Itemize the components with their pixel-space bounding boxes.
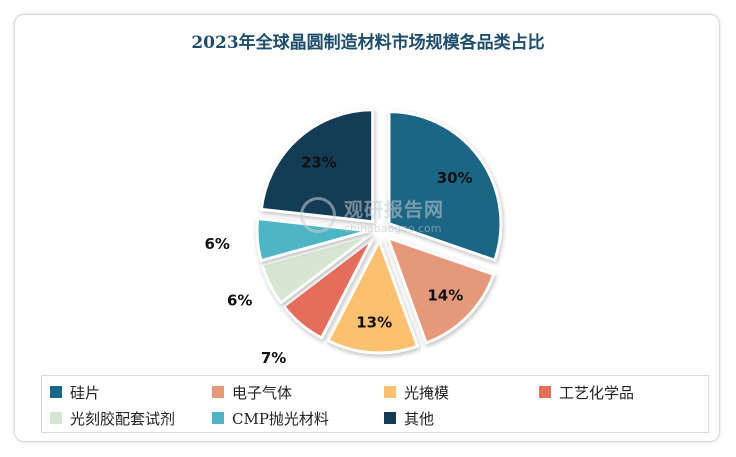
watermark: 观研报告网 chinabaogao.com (300, 195, 470, 243)
pie-slice (387, 110, 503, 262)
legend-item: CMP抛光材料 (212, 407, 329, 429)
pie-slice (255, 216, 371, 263)
legend-label: 光刻胶配套试剂 (70, 409, 176, 428)
slice-label: 30% (437, 169, 473, 187)
watermark-logo-icon (300, 197, 336, 233)
watermark-text: 观研报告网 (344, 199, 445, 221)
slice-label: 7% (261, 349, 286, 367)
legend-swatch (539, 386, 551, 398)
legend: 硅片 电子气体 光掩模 工艺化学品光刻胶配套试剂 CMP抛光材料 其他 (41, 375, 709, 433)
slice-label: 23% (301, 154, 337, 172)
pie-slice (386, 236, 496, 345)
pie-slice (326, 239, 420, 355)
legend-swatch (384, 412, 396, 424)
legend-label: 其他 (404, 409, 435, 428)
legend-swatch (212, 412, 224, 424)
pie-slice (259, 108, 375, 224)
slice-label: 6% (227, 292, 252, 310)
legend-item: 光刻胶配套试剂 (50, 407, 175, 429)
slice-label: 13% (356, 313, 392, 331)
legend-swatch (50, 386, 62, 398)
legend-label: CMP抛光材料 (232, 409, 329, 428)
pie-slice (282, 236, 375, 340)
legend-item: 工艺化学品 (539, 381, 634, 403)
chart-frame (14, 14, 720, 442)
slice-label: 6% (204, 235, 229, 253)
legend-item: 光掩模 (384, 381, 449, 403)
chart-title: 2023年全球晶圆制造材料市场规模各品类占比 (191, 33, 545, 53)
pie-slice (260, 233, 372, 305)
slice-label: 14% (427, 286, 463, 304)
legend-item: 硅片 (50, 381, 100, 403)
legend-swatch (384, 386, 396, 398)
legend-label: 工艺化学品 (559, 383, 635, 402)
legend-item: 电子气体 (212, 381, 292, 403)
legend-label: 电子气体 (232, 383, 293, 402)
legend-swatch (50, 412, 62, 424)
watermark-url: chinabaogao.com (344, 222, 442, 235)
legend-label: 硅片 (70, 383, 101, 402)
legend-item: 其他 (384, 407, 434, 429)
legend-label: 光掩模 (404, 383, 450, 402)
legend-swatch (212, 386, 224, 398)
